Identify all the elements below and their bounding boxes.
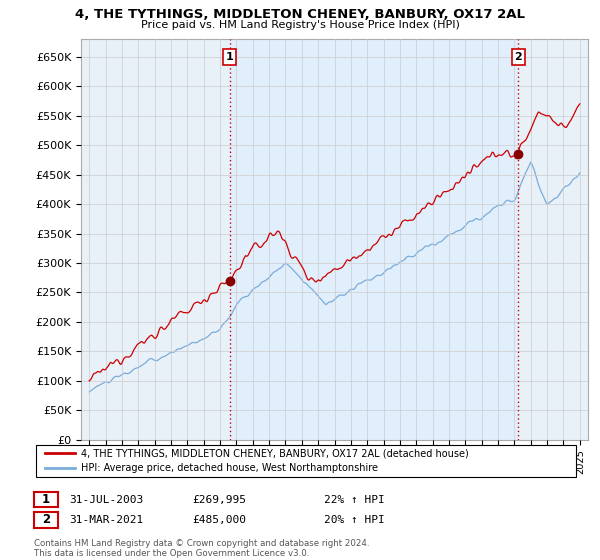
- Text: £269,995: £269,995: [192, 494, 246, 505]
- Text: 4, THE TYTHINGS, MIDDLETON CHENEY, BANBURY, OX17 2AL: 4, THE TYTHINGS, MIDDLETON CHENEY, BANBU…: [75, 8, 525, 21]
- Text: 31-MAR-2021: 31-MAR-2021: [69, 515, 143, 525]
- Text: 2: 2: [515, 52, 523, 62]
- Text: Contains HM Land Registry data © Crown copyright and database right 2024.
This d: Contains HM Land Registry data © Crown c…: [34, 539, 370, 558]
- Text: Price paid vs. HM Land Registry's House Price Index (HPI): Price paid vs. HM Land Registry's House …: [140, 20, 460, 30]
- Text: 22% ↑ HPI: 22% ↑ HPI: [324, 494, 385, 505]
- Text: 1: 1: [42, 493, 50, 506]
- Text: 2: 2: [42, 513, 50, 526]
- Text: 4, THE TYTHINGS, MIDDLETON CHENEY, BANBURY, OX17 2AL (detached house): 4, THE TYTHINGS, MIDDLETON CHENEY, BANBU…: [81, 449, 469, 459]
- Bar: [230, 39, 518, 440]
- Text: 20% ↑ HPI: 20% ↑ HPI: [324, 515, 385, 525]
- Text: 31-JUL-2003: 31-JUL-2003: [69, 494, 143, 505]
- Text: 1: 1: [226, 52, 233, 62]
- Text: HPI: Average price, detached house, West Northamptonshire: HPI: Average price, detached house, West…: [81, 463, 378, 473]
- Text: £485,000: £485,000: [192, 515, 246, 525]
